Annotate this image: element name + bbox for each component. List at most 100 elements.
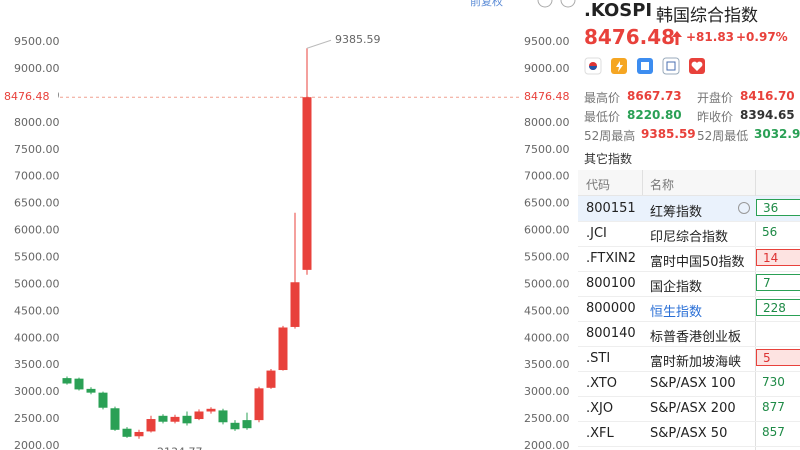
index-value: 228 bbox=[756, 299, 800, 316]
candle-body bbox=[122, 428, 132, 437]
up-arrow bbox=[672, 31, 682, 45]
index-name: 标普香港创业板 bbox=[650, 330, 742, 345]
stat-label: 最低价 bbox=[584, 110, 621, 124]
candle-body bbox=[134, 431, 144, 437]
index-name: 印尼综合指数 bbox=[650, 230, 729, 245]
y-tick-label: 7500.00 bbox=[524, 143, 570, 156]
candle-body bbox=[278, 327, 288, 371]
stat-label: 开盘价 bbox=[697, 91, 734, 105]
index-code: 800151 bbox=[586, 201, 636, 216]
adjust-button[interactable]: 前复权 bbox=[470, 0, 503, 8]
y-tick-label: 5000.00 bbox=[14, 277, 60, 290]
index-name: 富时新加坡海峡 bbox=[650, 355, 742, 370]
candle-body bbox=[158, 415, 168, 422]
candle-body bbox=[182, 415, 192, 424]
quote-panel: .KOSPI 韩国综合指数 8476.48 +81.83 +0.97% 最高价 8… bbox=[578, 0, 800, 450]
y-tick-label: 5000.00 bbox=[524, 277, 570, 290]
index-code: .FTXIN2 bbox=[586, 251, 637, 266]
y-tick-label: 9500.00 bbox=[14, 35, 60, 48]
quote-name: 韩国综合指数 bbox=[656, 6, 758, 26]
table-row[interactable]: 800140 标普香港创业板 bbox=[578, 321, 800, 347]
index-code: 800140 bbox=[586, 326, 636, 341]
index-name: 国企指数 bbox=[650, 280, 703, 295]
selected-icon bbox=[738, 202, 750, 214]
price-tag-label: 8476.48 bbox=[4, 90, 50, 103]
y-tick-label: 2000.00 bbox=[14, 439, 60, 450]
candle-body bbox=[230, 422, 240, 430]
change: +81.83 bbox=[686, 30, 735, 44]
candle-body bbox=[146, 419, 156, 432]
stat-label: 52周最低 bbox=[697, 129, 749, 143]
candle-body bbox=[254, 388, 264, 421]
y-tick-label: 2500.00 bbox=[14, 412, 60, 425]
column-header: 名称 bbox=[650, 178, 675, 192]
candle-body bbox=[170, 416, 180, 422]
table-row[interactable]: .XJO S&P/ASX 200 877 bbox=[578, 396, 800, 422]
table-row[interactable]: 800100 国企指数 7 bbox=[578, 271, 800, 297]
y-tick-label: 6000.00 bbox=[524, 224, 570, 237]
index-name: S&P/ASX 50 bbox=[650, 426, 728, 441]
table-row[interactable]: .JCI 印尼综合指数 56 bbox=[578, 221, 800, 247]
stat-value: 8394.65 bbox=[740, 108, 795, 122]
icon-row bbox=[584, 57, 705, 75]
index-name: S&P/ASX 100 bbox=[650, 376, 736, 391]
change-pct: +0.97% bbox=[736, 30, 788, 44]
y-tick-label: 9000.00 bbox=[14, 62, 60, 75]
close-button[interactable] bbox=[560, 0, 576, 8]
table-row[interactable]: .STI 富时新加坡海峡 5 bbox=[578, 346, 800, 372]
index-value: 36 bbox=[756, 199, 800, 216]
stat-label: 昨收价 bbox=[697, 110, 734, 124]
y-tick-label: 3500.00 bbox=[524, 358, 570, 371]
y-tick-label: 5500.00 bbox=[14, 250, 60, 263]
y-tick-label: 8000.00 bbox=[14, 116, 60, 129]
column-divider bbox=[755, 170, 756, 450]
index-name: 富时中国50指数 bbox=[650, 255, 745, 270]
candle-body bbox=[206, 408, 216, 412]
y-tick-label: 4000.00 bbox=[14, 331, 60, 344]
high-pointer bbox=[306, 39, 332, 49]
y-tick-label: 4000.00 bbox=[524, 331, 570, 344]
price-tag bbox=[520, 89, 578, 106]
candle-body bbox=[218, 410, 228, 423]
index-value: 14 bbox=[756, 249, 800, 266]
y-tick-label: 2000.00 bbox=[524, 439, 570, 450]
index-code: .XFL bbox=[586, 426, 614, 441]
stat-value: 3032.99 bbox=[754, 127, 800, 141]
quote-code: .KOSPI bbox=[584, 0, 653, 21]
index-code: .XTO bbox=[586, 376, 617, 391]
low-label: 2134.77 bbox=[157, 446, 203, 450]
y-tick-label: 7000.00 bbox=[524, 170, 570, 183]
y-tick-label: 6500.00 bbox=[14, 197, 60, 210]
y-tick-label: 3000.00 bbox=[14, 385, 60, 398]
candle-body bbox=[302, 97, 312, 270]
zoom-out-button[interactable] bbox=[537, 0, 553, 8]
stat-value: 8416.70 bbox=[740, 89, 795, 103]
stat-value: 8667.73 bbox=[627, 89, 682, 103]
table-row[interactable]: 800000 恒生指数 228 bbox=[578, 296, 800, 322]
y-tick-label: 9000.00 bbox=[524, 62, 570, 75]
candle-body bbox=[242, 420, 252, 429]
index-name: S&P/ASX 200 bbox=[650, 401, 736, 416]
table-row[interactable]: .XTO S&P/ASX 100 730 bbox=[578, 371, 800, 397]
y-tick-label: 6000.00 bbox=[14, 224, 60, 237]
table-title: 其它指数 bbox=[584, 152, 633, 166]
index-name: 红筹指数 bbox=[650, 205, 703, 220]
column-divider bbox=[642, 170, 643, 195]
candle-body bbox=[290, 282, 300, 327]
price-tag bbox=[0, 89, 58, 106]
stat-label: 最高价 bbox=[584, 91, 621, 105]
y-tick-label: 6500.00 bbox=[524, 197, 570, 210]
table-row[interactable]: .FTXIN2 富时中国50指数 14 bbox=[578, 246, 800, 272]
column-header: 代码 bbox=[586, 178, 611, 192]
index-name: 恒生指数 bbox=[650, 305, 703, 320]
stat-label: 52周最高 bbox=[584, 129, 636, 143]
candle-body bbox=[194, 411, 204, 420]
table-header: 代码 名称 bbox=[578, 170, 800, 196]
index-value: 5 bbox=[756, 349, 800, 366]
index-value: 56 bbox=[762, 225, 778, 239]
price: 8476.48 bbox=[584, 25, 676, 49]
table-row[interactable]: 800151 红筹指数 36 bbox=[578, 196, 800, 222]
table-row[interactable]: .XFL S&P/ASX 50 857 bbox=[578, 421, 800, 447]
index-value: 7 bbox=[756, 274, 800, 291]
